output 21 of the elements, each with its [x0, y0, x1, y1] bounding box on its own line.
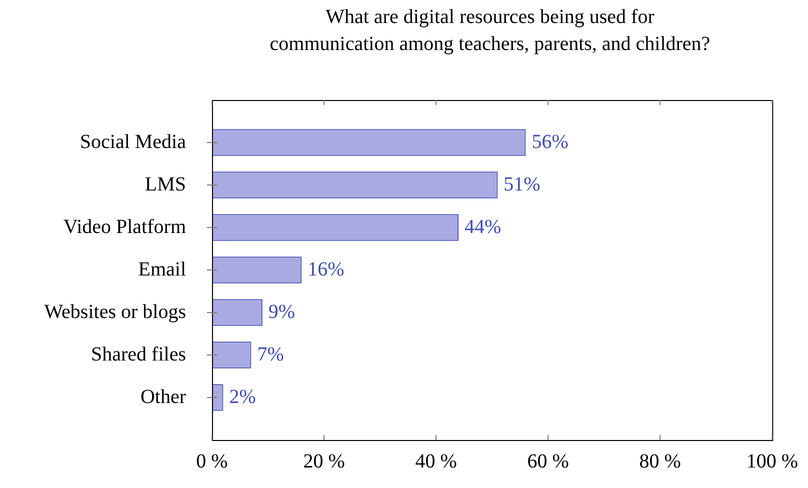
data-label: 56%: [532, 130, 568, 153]
data-label: 16%: [308, 258, 344, 280]
y-tick-label: Social Media: [80, 130, 186, 153]
x-tick-label: 40 %: [415, 450, 457, 472]
y-tick-label: Other: [140, 386, 186, 408]
data-label: 51%: [504, 173, 540, 196]
x-tick-label: 60 %: [527, 450, 569, 472]
x-tick-label: 80 %: [639, 450, 681, 472]
y-tick-label: Websites or blogs: [44, 300, 186, 323]
y-tick-label: LMS: [144, 173, 186, 196]
data-label: 2%: [229, 386, 256, 408]
y-tick-label: Email: [138, 258, 186, 280]
data-label: 7%: [257, 343, 284, 366]
data-label: 44%: [464, 216, 502, 238]
x-tick-label: 0 %: [196, 450, 228, 472]
x-tick-label: 20 %: [303, 450, 345, 472]
y-tick-label: Video Platform: [63, 216, 186, 238]
y-tick-label: Shared files: [91, 343, 186, 366]
chart-title: What are digital resources being used for communication among teachers, parents, and children?: [268, 5, 712, 57]
x-tick-label: 100 %: [746, 450, 798, 472]
data-label: 9%: [268, 300, 296, 323]
